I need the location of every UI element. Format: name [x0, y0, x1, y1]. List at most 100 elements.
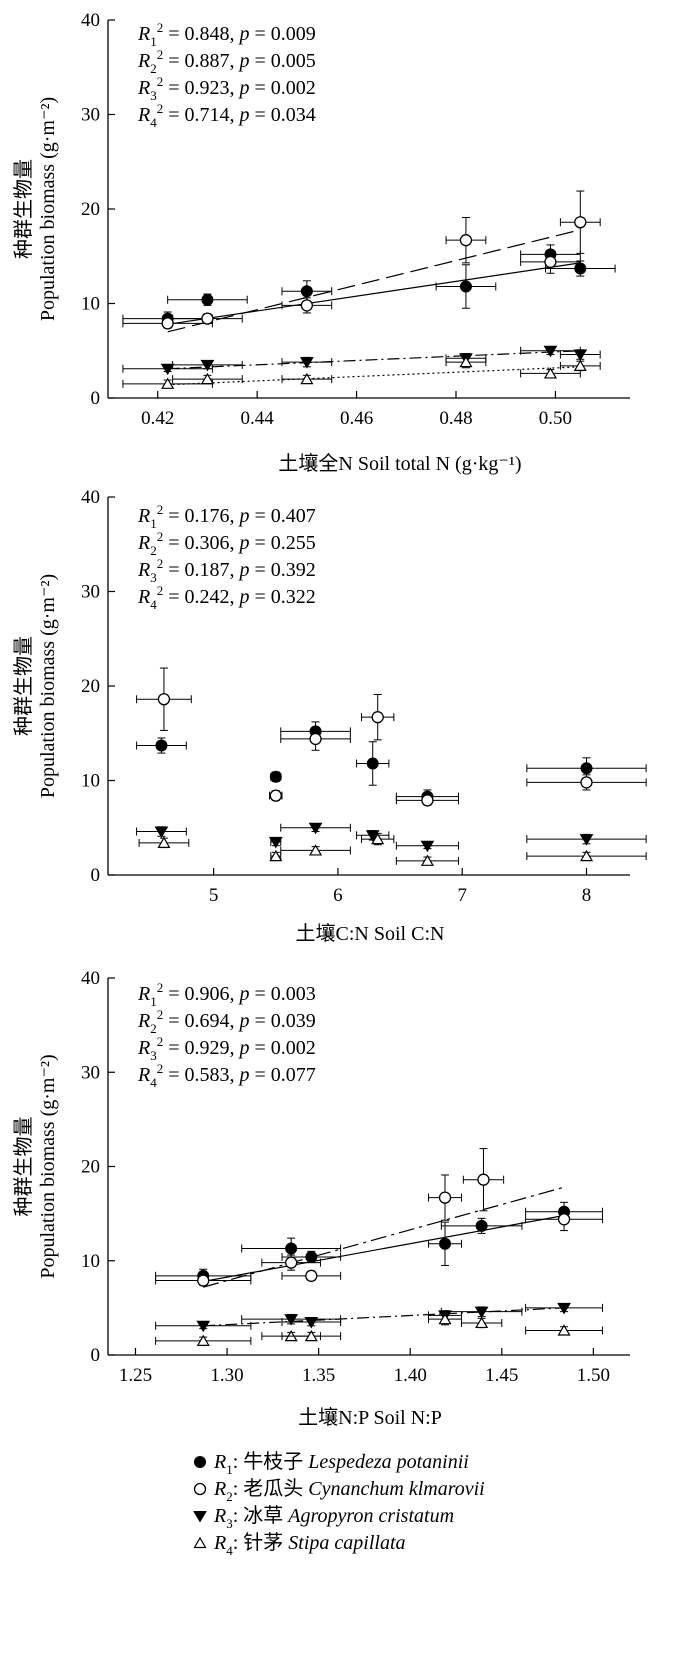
chart-panel-2: 0 10 20 30 40 5 6 7 8 种群生物量 Population biomass (g·…	[12, 487, 647, 945]
data-point-r2	[300, 299, 314, 312]
chart-panel-1: 0 10 20 30 40 0.42 0.44 0.46 0.48 0.50 种群生物量 Popula…	[12, 10, 630, 475]
x-tick-label: 7	[457, 885, 467, 906]
data-point-r1	[459, 280, 472, 293]
legend-label-r1: R1: 牛枝子 Lespedeza potaninii	[213, 1450, 469, 1477]
data-point-r1	[366, 757, 379, 770]
data-point-r3	[573, 349, 588, 362]
data-point-r2	[305, 1269, 318, 1282]
stat-line-r2: R22 = 0.694, p = 0.039	[137, 1007, 316, 1036]
data-point-r2	[161, 317, 174, 330]
data-point-r4	[196, 1334, 210, 1346]
data-point-r3	[474, 1306, 489, 1319]
y-tick-label: 40	[81, 968, 100, 989]
stat-line-r3: R32 = 0.929, p = 0.002	[137, 1034, 316, 1063]
data-point-r1	[201, 293, 214, 306]
x-tick-label: 1.50	[577, 1365, 610, 1386]
data-point-r2	[477, 1173, 490, 1186]
stat-line-r4: R42 = 0.714, p = 0.034	[137, 101, 316, 130]
y-axis-title-cn: 种群生物量	[12, 636, 35, 736]
data-point-r4	[300, 372, 314, 385]
y-tick-label: 20	[81, 1157, 100, 1178]
stat-line-r3: R32 = 0.187, p = 0.392	[137, 556, 316, 585]
data-point-r1	[475, 1219, 488, 1232]
data-point-r3	[557, 1302, 571, 1315]
data-point-r2	[157, 693, 171, 706]
trend-line-r3	[167, 350, 581, 370]
data-point-r3	[268, 836, 283, 849]
legend-marker-r1	[194, 1456, 206, 1468]
y-axis-title-cn: 种群生物量	[12, 1117, 35, 1217]
x-tick-label: 0.42	[141, 408, 174, 429]
data-point-r3	[420, 840, 435, 853]
stat-line-r2: R22 = 0.306, p = 0.255	[137, 529, 316, 558]
stat-line-r3: R32 = 0.923, p = 0.002	[137, 74, 316, 103]
data-point-r1	[269, 770, 282, 783]
data-point-r3	[543, 345, 558, 358]
y-axis-title-en: Population biomass (g·m⁻²)	[37, 574, 59, 798]
y-tick-label: 0	[91, 865, 101, 886]
data-point-r4	[269, 849, 283, 862]
stat-line-r4: R42 = 0.242, p = 0.322	[137, 583, 316, 612]
data-point-r3	[579, 834, 594, 846]
data-point-r2	[371, 711, 384, 724]
legend-marker-r3	[193, 1511, 207, 1523]
x-tick-label: 1.25	[119, 1365, 152, 1386]
legend-marker-r4	[193, 1536, 207, 1549]
y-axis-title-cn: 种群生物量	[12, 159, 35, 259]
stat-line-r1: R12 = 0.906, p = 0.003	[137, 980, 316, 1009]
data-point-r3	[299, 357, 314, 369]
data-point-r2	[269, 789, 282, 802]
data-point-r4	[371, 832, 385, 845]
data-point-r4	[573, 359, 587, 371]
stat-line-r2: R22 = 0.887, p = 0.005	[137, 47, 316, 76]
data-point-r1	[155, 739, 168, 752]
x-tick-label: 1.35	[302, 1365, 335, 1386]
trend-line-r4	[167, 366, 581, 386]
data-point-r1	[580, 762, 593, 775]
data-point-r3	[304, 1317, 319, 1329]
data-point-r2	[574, 216, 587, 229]
stat-line-r1: R12 = 0.176, p = 0.407	[137, 502, 316, 531]
x-tick-label: 1.45	[485, 1365, 518, 1386]
trend-line-r2	[167, 229, 581, 333]
trend-line-r2	[203, 1186, 565, 1288]
data-point-r2	[201, 312, 214, 325]
x-tick-label: 0.44	[241, 408, 275, 429]
y-tick-label: 10	[81, 294, 100, 315]
x-tick-label: 0.50	[539, 408, 572, 429]
y-tick-label: 40	[81, 10, 100, 31]
y-tick-label: 30	[81, 1062, 100, 1083]
data-point-r3	[200, 359, 215, 372]
stat-line-r1: R12 = 0.848, p = 0.009	[137, 20, 316, 49]
data-point-r4	[543, 367, 557, 379]
data-point-r2	[309, 732, 322, 746]
legend-label-r4: R4: 针茅 Stipa capillata	[213, 1531, 406, 1558]
x-tick-label: 0.48	[439, 408, 472, 429]
data-point-r2	[580, 776, 593, 789]
data-point-r3	[284, 1314, 299, 1326]
data-point-r4	[438, 1312, 452, 1325]
data-point-r1	[285, 1242, 298, 1255]
data-point-r1	[305, 1250, 318, 1263]
data-point-r2	[197, 1274, 210, 1287]
y-tick-label: 10	[81, 771, 100, 792]
data-point-r2	[438, 1191, 452, 1204]
x-tick-label: 1.40	[394, 1365, 427, 1386]
x-tick-label: 0.46	[340, 408, 373, 429]
data-point-r3	[160, 363, 175, 376]
trend-line-r3	[203, 1307, 565, 1327]
data-point-r4	[157, 836, 171, 848]
data-point-r4	[459, 355, 473, 368]
y-tick-label: 30	[81, 105, 100, 126]
data-point-r4	[304, 1329, 318, 1342]
data-point-r1	[439, 1237, 452, 1250]
chart-panel-3: 0 10 20 30 40 1.25 1.30 1.35 1.40 1.45 1.50 种群生物量 Po…	[12, 968, 630, 1429]
data-point-r4	[579, 849, 594, 862]
data-point-r1	[300, 285, 313, 298]
x-axis-title: 土壤N:P Soil N:P	[298, 1406, 442, 1429]
y-tick-label: 0	[91, 388, 101, 409]
data-point-r4	[420, 854, 434, 866]
stat-line-r4: R42 = 0.583, p = 0.077	[137, 1061, 316, 1090]
